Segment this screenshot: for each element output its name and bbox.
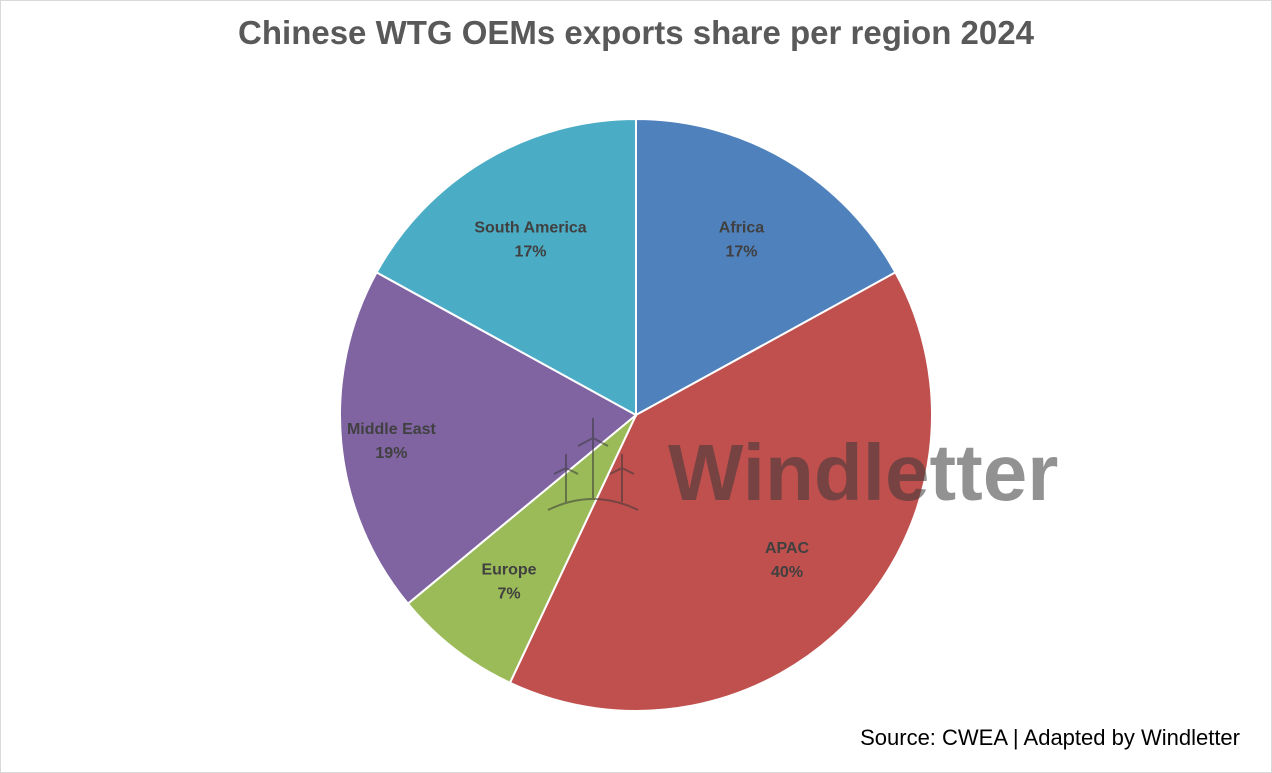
pie-slice-africa: [635, 117, 897, 417]
slice-label-value: 7%: [497, 586, 520, 603]
slice-label-value: 40%: [771, 564, 803, 581]
chart-title: Chinese WTG OEMs exports share per regio…: [238, 14, 1034, 51]
pie-slice-europe: [406, 414, 637, 685]
pie-slice-south-america: [375, 117, 637, 417]
watermark-text: Windletter: [668, 428, 1058, 517]
slice-label-name: Middle East: [347, 421, 437, 438]
pie-slices: [339, 117, 933, 712]
slice-label-value: 19%: [375, 445, 407, 462]
slice-labels: Africa 17% APAC 40% Europe 7% Middle East 19% So…: [347, 220, 810, 603]
slice-label-name: Europe: [481, 562, 536, 579]
wind-turbines-icon: [547, 418, 639, 511]
watermark: Windletter: [547, 418, 1058, 517]
slice-label-name: Africa: [719, 220, 764, 237]
slice-label-name: South America: [474, 220, 586, 237]
source-note: Source: CWEA | Adapted by Windletter: [860, 725, 1240, 750]
pie-slice-middle-east: [339, 271, 638, 606]
slice-label-value: 17%: [725, 244, 757, 261]
slice-label-value: 17%: [515, 244, 547, 261]
pie-slice-apac: [508, 271, 933, 712]
slice-label-name: APAC: [765, 540, 810, 557]
